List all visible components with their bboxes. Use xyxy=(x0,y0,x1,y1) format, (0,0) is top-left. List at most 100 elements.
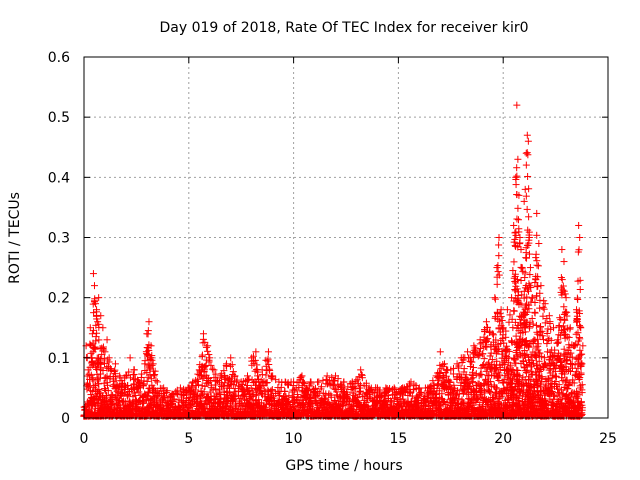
x-tick-label: 20 xyxy=(494,431,512,447)
data-point xyxy=(226,362,234,370)
data-point xyxy=(90,344,98,352)
data-point xyxy=(151,371,159,379)
data-point xyxy=(495,252,503,260)
data-point xyxy=(91,297,99,305)
data-point xyxy=(264,348,272,356)
data-point xyxy=(153,378,161,386)
data-point xyxy=(117,392,125,400)
data-point xyxy=(227,354,235,362)
data-point xyxy=(503,306,511,314)
data-point xyxy=(100,360,108,368)
data-point xyxy=(97,360,105,368)
data-point xyxy=(262,371,270,379)
data-point xyxy=(532,321,540,329)
data-point xyxy=(108,399,116,407)
x-tick-label: 0 xyxy=(80,431,89,447)
x-tick-label: 25 xyxy=(599,431,617,447)
data-point xyxy=(579,342,587,350)
data-point xyxy=(552,373,560,381)
data-point xyxy=(263,378,271,386)
data-point xyxy=(93,329,101,337)
data-point xyxy=(575,221,583,229)
data-point xyxy=(98,350,106,358)
data-point xyxy=(559,282,567,290)
data-point xyxy=(523,205,531,213)
data-point xyxy=(145,347,153,355)
data-point xyxy=(91,345,99,353)
data-point xyxy=(541,300,549,308)
data-point xyxy=(149,360,157,368)
x-tick-labels: 0 5 10 15 20 25 xyxy=(80,431,617,447)
x-tick-label: 10 xyxy=(285,431,303,447)
data-point xyxy=(569,342,577,350)
data-point xyxy=(534,262,542,270)
data-point xyxy=(536,304,544,312)
data-point xyxy=(210,366,218,374)
data-point xyxy=(140,377,148,385)
data-point xyxy=(168,400,176,408)
data-point xyxy=(510,221,518,229)
data-point xyxy=(491,295,499,303)
data-point xyxy=(252,348,260,356)
data-point xyxy=(93,315,101,323)
data-point xyxy=(540,305,548,313)
data-point xyxy=(215,389,223,397)
data-point xyxy=(170,395,178,403)
y-tick-label: 0.4 xyxy=(48,170,70,186)
data-point xyxy=(200,388,208,396)
data-point xyxy=(151,367,159,375)
data-point xyxy=(537,282,545,290)
data-point xyxy=(119,389,127,397)
data-point xyxy=(147,395,155,403)
data-point xyxy=(207,361,215,369)
data-point xyxy=(208,365,216,373)
data-point xyxy=(513,101,521,109)
data-point xyxy=(202,343,210,351)
x-tick-label: 5 xyxy=(184,431,193,447)
data-point xyxy=(576,234,584,241)
data-point xyxy=(510,258,518,266)
data-point xyxy=(533,209,541,217)
data-point xyxy=(524,172,532,180)
data-point xyxy=(107,367,115,375)
data-point xyxy=(514,204,522,212)
y-tick-label: 0.6 xyxy=(48,50,70,66)
data-point xyxy=(573,316,581,324)
data-point xyxy=(144,330,152,338)
data-point xyxy=(104,387,112,395)
data-point xyxy=(97,370,105,378)
data-point xyxy=(144,388,152,396)
data-point xyxy=(89,270,97,278)
data-point xyxy=(520,197,528,205)
data-point xyxy=(523,131,531,139)
data-point xyxy=(298,372,306,380)
y-tick-label: 0.2 xyxy=(48,291,70,307)
data-point xyxy=(536,323,544,331)
data-point xyxy=(111,360,119,368)
data-point xyxy=(192,386,200,394)
data-point xyxy=(464,348,472,356)
data-point xyxy=(532,250,540,258)
data-point xyxy=(513,164,521,172)
data-point xyxy=(513,215,521,223)
data-point xyxy=(525,185,533,193)
data-point xyxy=(144,392,152,400)
y-axis-label: ROTI / TECUs xyxy=(7,192,23,284)
data-point xyxy=(560,258,568,266)
data-point xyxy=(130,370,138,378)
data-point xyxy=(143,377,151,385)
data-point xyxy=(558,246,566,254)
data-point xyxy=(205,356,213,364)
data-point xyxy=(526,271,534,279)
data-point xyxy=(105,358,113,366)
data-point xyxy=(95,320,103,328)
data-point xyxy=(141,357,149,365)
data-point xyxy=(486,388,494,396)
data-point xyxy=(95,380,103,388)
y-tick-label: 0.3 xyxy=(48,231,70,247)
data-point xyxy=(560,345,568,353)
data-point xyxy=(226,380,234,388)
data-point xyxy=(572,330,580,338)
data-point xyxy=(307,378,315,386)
